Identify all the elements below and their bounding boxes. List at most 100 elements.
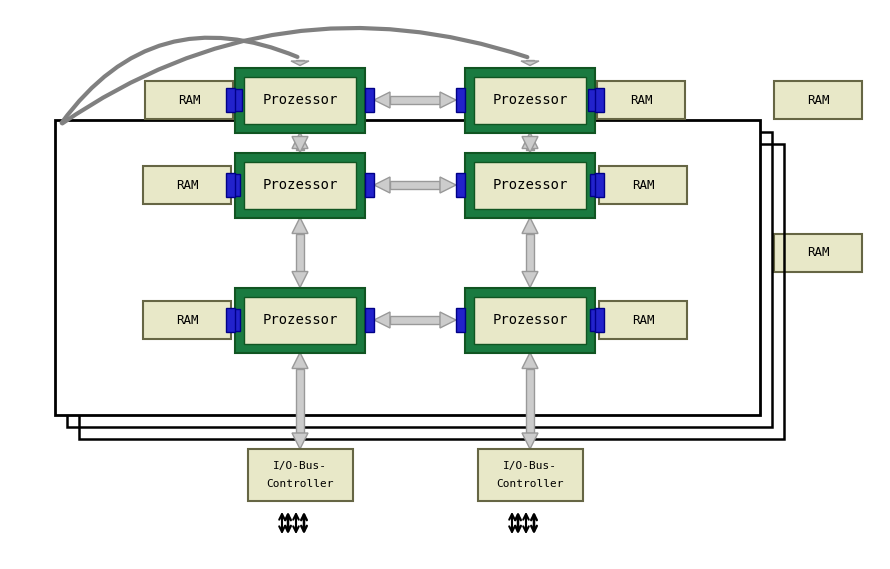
Bar — [296, 233, 303, 271]
Bar — [55, 120, 760, 415]
Bar — [474, 296, 586, 344]
Polygon shape — [604, 312, 620, 328]
Polygon shape — [440, 177, 456, 193]
Bar — [235, 152, 365, 217]
Bar — [233, 89, 242, 111]
Polygon shape — [574, 312, 590, 328]
Text: Prozessor: Prozessor — [492, 93, 568, 107]
Polygon shape — [374, 92, 390, 108]
Polygon shape — [522, 217, 538, 233]
Polygon shape — [522, 353, 538, 369]
Bar — [595, 173, 604, 197]
Text: RAM: RAM — [806, 93, 829, 106]
Bar — [526, 60, 534, 61]
Polygon shape — [210, 177, 226, 193]
Bar — [599, 166, 687, 204]
Polygon shape — [522, 433, 538, 449]
Text: RAM: RAM — [630, 93, 652, 106]
Bar — [588, 89, 597, 111]
Bar — [256, 316, 257, 324]
Polygon shape — [522, 133, 538, 149]
Bar — [256, 182, 257, 188]
Polygon shape — [521, 61, 539, 65]
Polygon shape — [292, 133, 308, 149]
Bar — [235, 68, 365, 133]
Bar — [390, 96, 440, 104]
Polygon shape — [440, 92, 456, 108]
Bar — [235, 287, 365, 353]
Polygon shape — [440, 312, 456, 328]
Polygon shape — [240, 177, 256, 193]
Polygon shape — [374, 177, 390, 193]
Bar — [244, 162, 356, 208]
Bar — [145, 81, 233, 119]
Bar — [478, 449, 582, 501]
Text: Prozessor: Prozessor — [492, 178, 568, 192]
Polygon shape — [240, 312, 256, 328]
Polygon shape — [292, 217, 308, 233]
Bar — [474, 76, 586, 123]
Bar — [231, 174, 240, 196]
Polygon shape — [292, 353, 308, 369]
Bar — [244, 76, 356, 123]
Bar — [390, 182, 440, 188]
Bar — [143, 301, 231, 339]
Text: RAM: RAM — [178, 93, 200, 106]
Polygon shape — [374, 312, 390, 328]
Text: RAM: RAM — [632, 314, 654, 327]
Polygon shape — [604, 92, 620, 108]
Text: Prozessor: Prozessor — [263, 93, 337, 107]
Bar — [456, 88, 465, 112]
Text: Prozessor: Prozessor — [263, 313, 337, 327]
Bar — [226, 308, 235, 332]
Bar — [247, 449, 352, 501]
Bar — [474, 162, 586, 208]
Polygon shape — [292, 271, 308, 287]
Text: I/O-Bus-: I/O-Bus- — [273, 461, 327, 471]
Polygon shape — [210, 92, 226, 108]
Bar — [590, 309, 599, 331]
Polygon shape — [242, 92, 258, 108]
Text: RAM: RAM — [806, 246, 829, 259]
Bar — [590, 174, 599, 196]
Bar — [465, 287, 595, 353]
Bar — [226, 173, 235, 197]
Polygon shape — [292, 137, 308, 152]
Polygon shape — [292, 433, 308, 449]
Bar — [526, 149, 534, 150]
Text: Prozessor: Prozessor — [263, 178, 337, 192]
Bar — [365, 88, 374, 112]
Polygon shape — [574, 177, 590, 193]
Text: RAM: RAM — [175, 179, 198, 192]
Bar — [231, 309, 240, 331]
Bar — [365, 173, 374, 197]
Bar — [620, 316, 621, 324]
Bar — [620, 182, 621, 188]
Bar — [456, 173, 465, 197]
Text: I/O-Bus-: I/O-Bus- — [503, 461, 557, 471]
Bar — [296, 369, 303, 433]
Polygon shape — [210, 312, 226, 328]
Bar — [774, 81, 862, 119]
Text: Prozessor: Prozessor — [492, 313, 568, 327]
Bar — [67, 132, 772, 427]
Polygon shape — [572, 92, 588, 108]
Bar — [465, 68, 595, 133]
Polygon shape — [522, 271, 538, 287]
Bar — [296, 60, 304, 61]
Polygon shape — [604, 177, 620, 193]
Polygon shape — [522, 137, 538, 152]
Bar — [774, 233, 862, 271]
Polygon shape — [291, 61, 309, 65]
Text: Controller: Controller — [497, 479, 563, 489]
Bar — [296, 149, 303, 150]
Bar — [226, 88, 235, 112]
Bar — [597, 81, 685, 119]
Bar — [599, 301, 687, 339]
Bar — [595, 88, 604, 112]
Bar — [526, 233, 534, 271]
Bar — [620, 96, 621, 104]
Bar — [526, 369, 534, 433]
Text: RAM: RAM — [175, 314, 198, 327]
Bar — [79, 144, 784, 439]
